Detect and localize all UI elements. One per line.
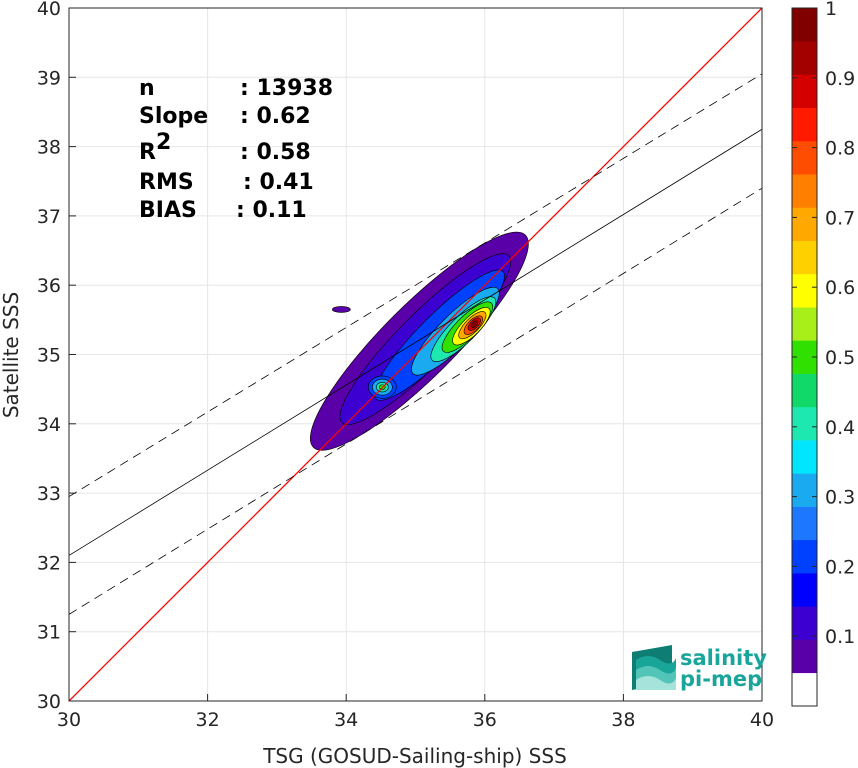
x-axis-label: TSG (GOSUD-Sailing-ship) SSS xyxy=(262,744,567,768)
y-tick-label: 34 xyxy=(37,414,61,436)
y-tick-label: 31 xyxy=(37,622,61,644)
colorbar: 0.1 0.2 0.3 0.4 0.5 0.6 0.7 0.8 0.9 1 xyxy=(791,0,855,707)
x-tick-label: 32 xyxy=(196,709,220,731)
stat-value: : 13938 xyxy=(240,76,333,101)
colorbar-segment xyxy=(792,107,817,142)
y-tick-label: 37 xyxy=(37,206,61,228)
colorbar-segment xyxy=(792,406,817,441)
stat-label-superscript: 2 xyxy=(156,130,171,155)
y-tick-label: 35 xyxy=(37,345,61,367)
density-contours xyxy=(309,231,529,451)
axis-ticks: 30 32 34 36 38 40 30 31 32 33 34 35 36 37 38 39 40 xyxy=(37,0,774,731)
logo-text-line1: salinity xyxy=(680,646,767,670)
colorbar-segment xyxy=(792,539,817,574)
isolated-density-blob xyxy=(332,306,351,313)
colorbar-tick-label: 0.8 xyxy=(825,138,855,160)
colorbar-segment xyxy=(792,140,817,175)
y-tick-label: 33 xyxy=(37,483,61,505)
line-fit-2-rms xyxy=(69,187,762,615)
colorbar-tick-label: 1 xyxy=(825,0,837,20)
colorbar-segment xyxy=(792,41,817,75)
regression-lines xyxy=(69,8,762,701)
colorbar-segment xyxy=(792,672,817,707)
stat-label: R xyxy=(139,140,156,165)
y-tick-label: 40 xyxy=(37,0,61,20)
stat-value: : 0.11 xyxy=(236,198,307,223)
x-tick-label: 34 xyxy=(334,709,358,731)
line-1-1 xyxy=(69,8,762,701)
stat-value: : 0.58 xyxy=(240,140,311,165)
colorbar-segment xyxy=(792,273,817,308)
stat-label: BIAS xyxy=(139,198,197,223)
y-tick-label: 38 xyxy=(37,137,61,159)
y-tick-label: 36 xyxy=(37,275,61,297)
y-tick-label: 39 xyxy=(37,67,61,89)
x-tick-label: 30 xyxy=(57,709,81,731)
colorbar-tick-label: 0.4 xyxy=(825,417,855,439)
colorbar-tick-label: 0.7 xyxy=(825,207,855,229)
colorbar-segment xyxy=(792,639,817,674)
statistics-box: n : 13938 Slope : 0.62 R 2 : 0.58 RMS : 0.41 BIAS… xyxy=(139,76,333,223)
stat-value: : 0.62 xyxy=(240,104,311,129)
colorbar-segment xyxy=(792,440,817,474)
density-level-contour xyxy=(470,320,478,328)
line-fit xyxy=(69,128,762,556)
colorbar-segment xyxy=(792,74,817,109)
x-tick-label: 36 xyxy=(473,709,497,731)
colorbar-segment xyxy=(792,373,817,408)
colorbar-tick-label: 0.9 xyxy=(825,68,855,90)
logo-text-line2: pi-mep xyxy=(680,667,762,691)
colorbar-segment xyxy=(792,207,817,241)
colorbar-segment xyxy=(792,307,817,341)
colorbar-segment xyxy=(792,473,817,507)
colorbar-tick-label: 0.5 xyxy=(825,347,855,369)
grid-lines xyxy=(68,7,763,702)
colorbar-tick-label: 0.2 xyxy=(825,556,855,578)
x-tick-label: 40 xyxy=(750,709,774,731)
line-fit-2-rms xyxy=(69,73,762,497)
colorbar-segment xyxy=(792,8,817,42)
y-axis-label: Satellite SSS xyxy=(0,292,23,418)
y-tick-label: 32 xyxy=(37,552,61,574)
colorbar-tick-label: 0.1 xyxy=(825,626,855,648)
colorbar-segment xyxy=(792,174,817,208)
y-tick-label: 30 xyxy=(37,691,61,713)
stat-label: RMS xyxy=(139,170,194,195)
x-tick-label: 38 xyxy=(611,709,635,731)
colorbar-segment xyxy=(792,240,817,275)
colorbar-tick-label: 0.3 xyxy=(825,487,855,509)
stat-label: n xyxy=(139,76,155,101)
colorbar-tick-label: 0.6 xyxy=(825,277,855,299)
stat-label: Slope xyxy=(139,104,208,129)
salinity-pi-mep-logo: salinity pi-mep xyxy=(632,645,767,691)
colorbar-segment xyxy=(792,506,817,541)
wave-logo-icon xyxy=(632,645,676,690)
colorbar-segment xyxy=(792,573,817,607)
colorbar-segment xyxy=(792,606,817,640)
stat-value: : 0.41 xyxy=(243,170,314,195)
